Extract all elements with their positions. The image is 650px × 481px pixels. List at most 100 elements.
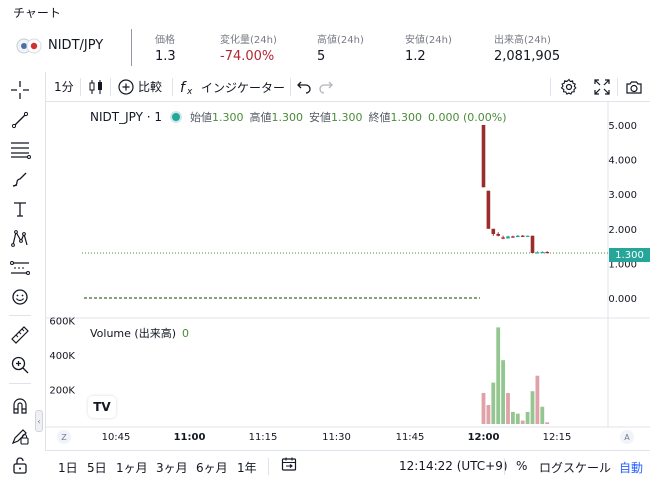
brush-tool[interactable] [8,167,32,191]
range-1y[interactable]: 1年 [237,461,257,475]
pattern-icon [11,230,28,247]
stat-label: 高値(24h) [317,35,364,46]
toolbar-divider [290,78,291,96]
magnet-icon [13,398,27,414]
page-title: チャート [13,6,61,20]
legend-low-value: 1.300 [331,111,363,124]
stat-value: 2,081,905 [494,49,561,64]
volume-legend-value: 0 [182,327,189,340]
volume-legend-label: Volume (出来高) [90,327,176,340]
chart-frame [45,72,650,450]
redo-button[interactable] [318,78,334,94]
fib-retracement-icon [11,142,31,159]
ticker-header: NIDT/JPY 価格 1.3 変化量(24h) -74.00% 高値(24h)… [0,26,650,72]
date-range-button[interactable] [281,456,297,475]
stat-label: 変化量(24h) [220,35,277,46]
magnet-tool[interactable] [8,394,32,418]
lock-icon [13,457,27,474]
price-legend: NIDT_JPY · 1 始値1.300 高値1.300 安値1.300 終値1… [90,109,507,125]
legend-high-value: 1.300 [271,111,304,124]
pattern-tool[interactable] [8,226,32,250]
clock-timezone[interactable]: 12:14:22 (UTC+9) [399,459,508,473]
lock-drawing-tool[interactable] [8,424,32,448]
tradingview-logo[interactable]: TV [88,396,116,418]
range-3m[interactable]: 3ヶ月 [156,461,188,475]
live-status-dot [172,113,181,121]
stat-label: 価格 [155,35,175,46]
ticker-divider [131,29,132,66]
compare-button[interactable]: 比較 [118,78,162,95]
toolbar-divider [617,78,618,96]
gear-icon [560,78,577,95]
text-tool[interactable] [8,197,32,221]
candlestick-icon [89,80,102,94]
lock-tool[interactable] [8,453,32,477]
legend-high-label: 高値 [249,111,272,124]
prediction-icon [10,261,30,275]
range-1m[interactable]: 1ヶ月 [116,461,148,475]
svg-text:f: f [180,80,187,96]
legend-close-value: 1.300 [390,111,423,124]
toolbar-divider [110,78,111,96]
stat-volume-24h: 出来高(24h) 2,081,905 [494,31,560,64]
emoji-tool[interactable] [8,285,32,309]
percent-toggle[interactable]: % [516,459,528,473]
compare-label: 比較 [138,80,163,94]
toolbar-divider [550,78,551,96]
volume-legend: Volume (出来高) 0 [90,325,189,341]
settings-button[interactable] [560,78,578,96]
legend-change-value: 0.000 (0.00%) [428,110,507,124]
auto-scale-toggle[interactable]: 自動 [619,461,644,475]
trend-line-tool[interactable] [8,108,32,132]
stat-low-24h: 安値(24h) 1.2 [405,31,452,64]
calendar-range-icon [281,457,297,471]
toolbar-divider [9,383,31,384]
range-1d[interactable]: 1日 [58,461,78,475]
stat-label: 出来高(24h) [494,35,551,46]
stat-value: 1.2 [405,49,426,64]
log-scale-toggle[interactable]: ログスケール [539,461,612,475]
camera-icon [626,81,642,94]
pair-name[interactable]: NIDT/JPY [48,38,104,53]
indicators-label: インジケーター [201,80,286,95]
pencil-lock-icon [11,429,29,445]
legend-open-value: 1.300 [212,111,244,124]
text-icon [14,202,26,217]
stat-change-24h: 変化量(24h) -74.00% [220,31,277,64]
redo-icon [319,81,333,94]
fib-tool[interactable] [8,137,32,161]
svg-text:x: x [186,87,193,96]
range-6m[interactable]: 6ヶ月 [196,461,228,475]
collapse-toolbar-handle[interactable]: ‹ [35,410,43,432]
fullscreen-icon [594,79,610,95]
legend-open-label: 始値 [190,111,213,124]
toolbar-divider [9,315,31,316]
bottom-divider [504,458,505,475]
undo-button[interactable] [296,78,312,94]
stat-high-24h: 高値(24h) 5 [317,31,364,64]
smiley-icon [12,289,28,305]
zoom-tool[interactable] [8,353,32,377]
stat-value: 5 [317,49,326,64]
fullscreen-button[interactable] [593,78,611,96]
toolbar-divider [80,78,81,96]
time-axis-toggle-left[interactable]: Z [57,430,71,444]
stat-label: 安値(24h) [405,35,452,46]
ruler-icon [11,326,29,344]
stat-price: 価格 1.3 [155,31,176,64]
interval-button[interactable]: 1分 [54,80,74,94]
range-5d[interactable]: 5日 [87,461,107,475]
price-axis-auto-toggle[interactable]: A [620,430,634,444]
snapshot-button[interactable] [625,78,643,96]
bottom-bar: 1日 5日 1ヶ月 3ヶ月 6ヶ月 1年 12:14:22 (UTC+9) % … [45,450,650,481]
prediction-tool[interactable] [8,256,32,280]
legend-symbol[interactable]: NIDT_JPY · 1 [90,110,163,124]
chart-type-button[interactable] [87,78,105,96]
pair-logo-icon [16,38,42,54]
ruler-tool[interactable] [8,323,32,347]
crosshair-tool[interactable] [8,78,32,102]
crosshair-icon [11,81,29,99]
